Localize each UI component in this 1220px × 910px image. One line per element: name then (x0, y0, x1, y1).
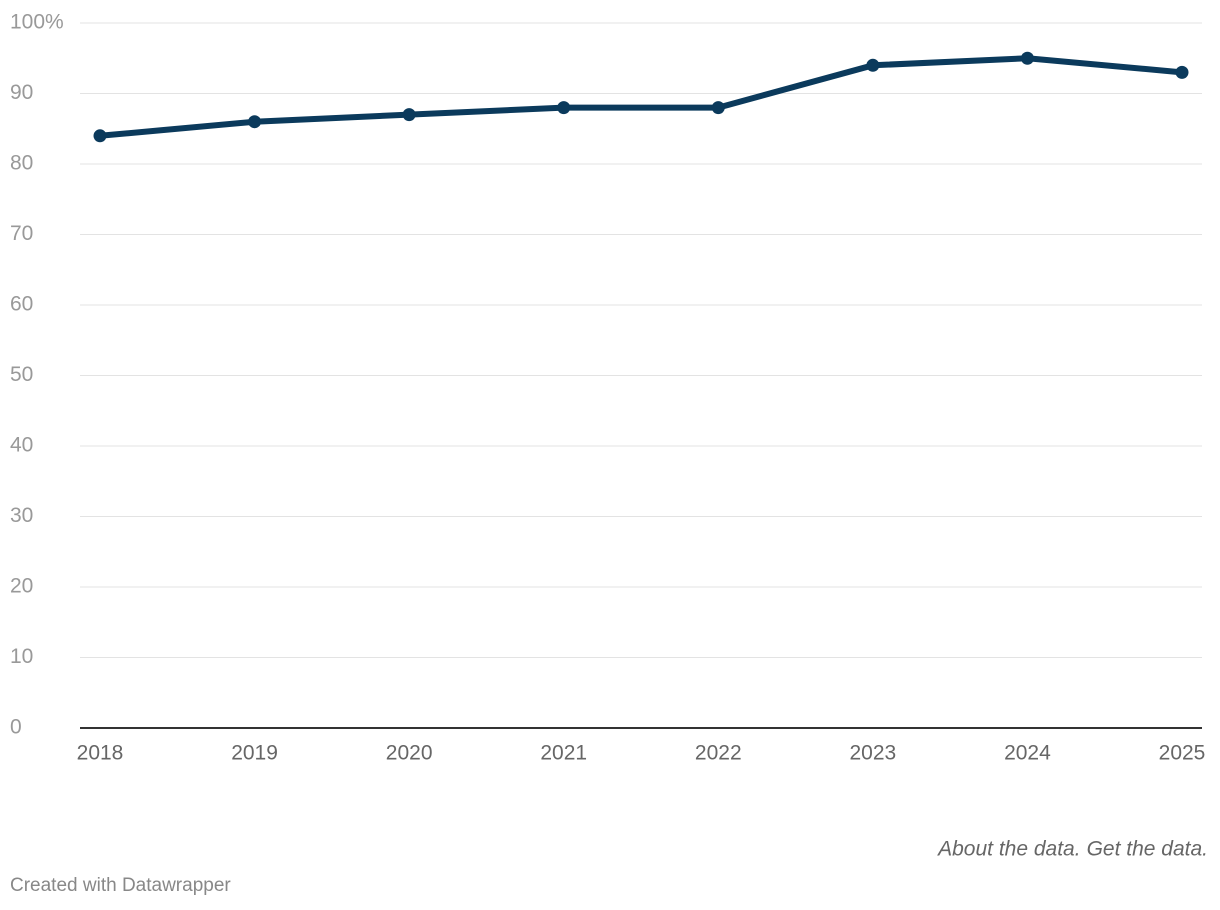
y-tick-label: 80 (10, 152, 33, 175)
y-tick-label: 50 (10, 363, 33, 386)
point (1175, 65, 1189, 79)
x-tick-label: 2020 (386, 742, 433, 765)
x-tick-label: 2022 (695, 742, 742, 765)
x-tick-label: 2024 (1004, 742, 1051, 765)
x-tick-label: 2023 (849, 742, 896, 765)
x-tick-label: 2019 (231, 742, 278, 765)
x-tick-label: 2025 (1159, 742, 1206, 765)
y-tick-label: 40 (10, 434, 33, 457)
credit[interactable]: Created with Datawrapper (10, 875, 231, 896)
y-tick-label: 0 (10, 716, 22, 739)
point (1020, 51, 1034, 65)
point (402, 108, 416, 122)
x-tick-label: 2018 (77, 742, 124, 765)
about-link[interactable]: About the data. (936, 838, 1080, 861)
point (248, 115, 262, 129)
y-tick-label: 30 (10, 504, 33, 527)
line (99, 55, 1183, 139)
y-tick-label: 60 (10, 293, 33, 316)
y-tick-label: 20 (10, 575, 33, 598)
y-tick-label: 90 (10, 81, 33, 104)
point (557, 101, 571, 115)
x-tick-label: 2021 (540, 742, 587, 765)
y-tick-label: 100% (10, 11, 64, 34)
y-tick-label: 10 (10, 645, 33, 668)
y-tick-label: 70 (10, 222, 33, 245)
get-data-link[interactable]: Get the data. (1087, 838, 1208, 861)
point (711, 101, 725, 115)
point (93, 129, 107, 143)
point (866, 58, 880, 72)
